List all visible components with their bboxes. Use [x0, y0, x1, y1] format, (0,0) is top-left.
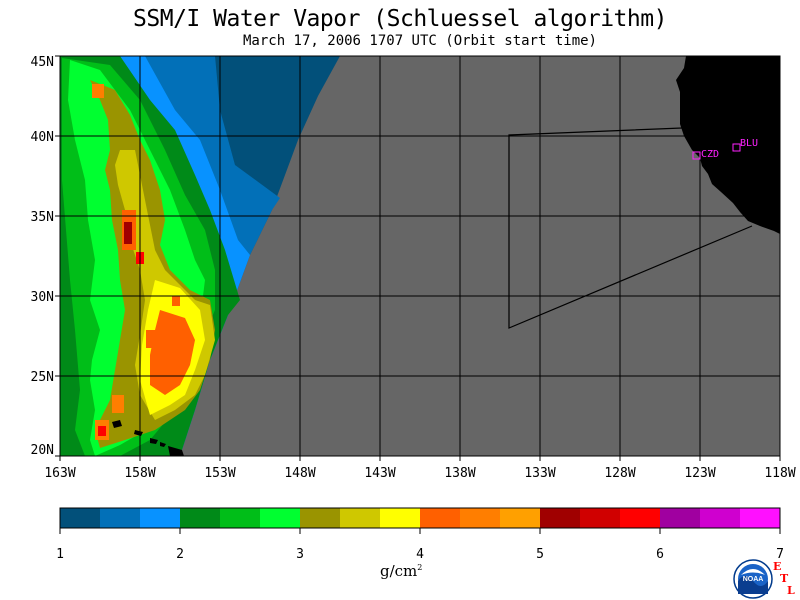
- colorbar-swatch: [620, 508, 661, 528]
- lon-label: 138W: [444, 466, 475, 481]
- colorbar-unit: g/cm2: [380, 562, 422, 580]
- lon-label: 123W: [684, 466, 715, 481]
- colorbar-swatch: [660, 508, 701, 528]
- axis-ticks: [55, 55, 781, 461]
- blu-station-marker: [732, 143, 741, 152]
- colorbar-tick-label: 7: [776, 547, 784, 562]
- lat-label: 45N: [31, 55, 54, 70]
- lon-label: 128W: [604, 466, 635, 481]
- lat-label: 40N: [31, 130, 54, 145]
- domain-outline: [508, 127, 753, 329]
- colorbar-swatch: [220, 508, 261, 528]
- etl-letter: T: [780, 572, 789, 585]
- swath-band-4-0: [150, 310, 195, 395]
- etl-letter: L: [787, 584, 795, 597]
- lon-label: 163W: [44, 466, 75, 481]
- colorbar-unit-exponent: 2: [417, 563, 423, 572]
- colorbar-swatch: [260, 508, 301, 528]
- lon-label: 158W: [124, 466, 155, 481]
- colorbar-swatch: [60, 508, 101, 528]
- map-title: SSM/I Water Vapor (Schluessel algorithm): [133, 6, 667, 32]
- colorbar-tick-label: 5: [536, 547, 544, 562]
- high-vapor-spots: [92, 84, 180, 440]
- colorbar-swatch: [340, 508, 381, 528]
- colorbar-tick-label: 4: [416, 547, 424, 562]
- lon-label: 148W: [284, 466, 315, 481]
- colorbar-swatch: [700, 508, 741, 528]
- colorbar-swatch: [180, 508, 221, 528]
- colorbar-tick-label: 3: [296, 547, 304, 562]
- blu-station-label: BLU: [740, 138, 758, 149]
- colorbar-swatch: [300, 508, 341, 528]
- map-frame: [59, 55, 781, 457]
- colorbar-swatch: [460, 508, 501, 528]
- noaa-logo-text: NOAA: [743, 576, 764, 583]
- map-subtitle: March 17, 2006 1707 UTC (Orbit start tim…: [242, 33, 597, 49]
- longitude-labels: 163W 158W 153W 148W 143W 138W 133W 128W …: [44, 466, 795, 481]
- lon-label: 143W: [364, 466, 395, 481]
- etl-letter: E: [773, 560, 782, 573]
- latitude-labels: 45N 40N 35N 30N 25N 20N: [31, 55, 54, 458]
- lat-label: 30N: [31, 290, 54, 305]
- colorbar-tick-label: 2: [176, 547, 184, 562]
- colorbar-swatch: [100, 508, 141, 528]
- colorbar-swatch: [140, 508, 181, 528]
- lon-label: 118W: [764, 466, 795, 481]
- map-plot-area: [60, 56, 780, 456]
- colorbar-swatch: [380, 508, 421, 528]
- colorbar-unit-text: g/cm: [380, 562, 418, 580]
- lat-lon-grid: [60, 56, 780, 456]
- colorbar-tick-label: 6: [656, 547, 664, 562]
- hot-spot: [98, 426, 106, 436]
- north-america-land: [676, 56, 780, 234]
- lon-label: 153W: [204, 466, 235, 481]
- hot-spot: [124, 222, 132, 244]
- czd-station-label: CZD: [701, 149, 719, 160]
- hot-spot: [112, 395, 124, 413]
- czd-station-marker: [692, 151, 701, 160]
- hot-spot: [146, 330, 156, 348]
- etl-logo: E T L: [773, 560, 799, 598]
- hot-spot: [92, 84, 104, 98]
- station-markers: CZD BLU: [692, 138, 758, 160]
- colorbar-swatch: [580, 508, 621, 528]
- colorbar-tick-labels: 1 2 3 4 5 6 7: [56, 547, 784, 562]
- lat-label: 25N: [31, 370, 54, 385]
- noaa-logo: NOAA: [733, 559, 773, 599]
- colorbar-swatch: [500, 508, 541, 528]
- hot-spot: [172, 296, 180, 306]
- colorbar-swatch: [540, 508, 581, 528]
- lat-label: 20N: [31, 443, 54, 458]
- lat-label: 35N: [31, 210, 54, 225]
- colorbar-swatch: [740, 508, 781, 528]
- colorbar-swatch: [420, 508, 461, 528]
- colorbar-tick-label: 1: [56, 547, 64, 562]
- hawaiian-islands: [112, 420, 184, 456]
- colorbar: [59, 507, 781, 534]
- lon-label: 133W: [524, 466, 555, 481]
